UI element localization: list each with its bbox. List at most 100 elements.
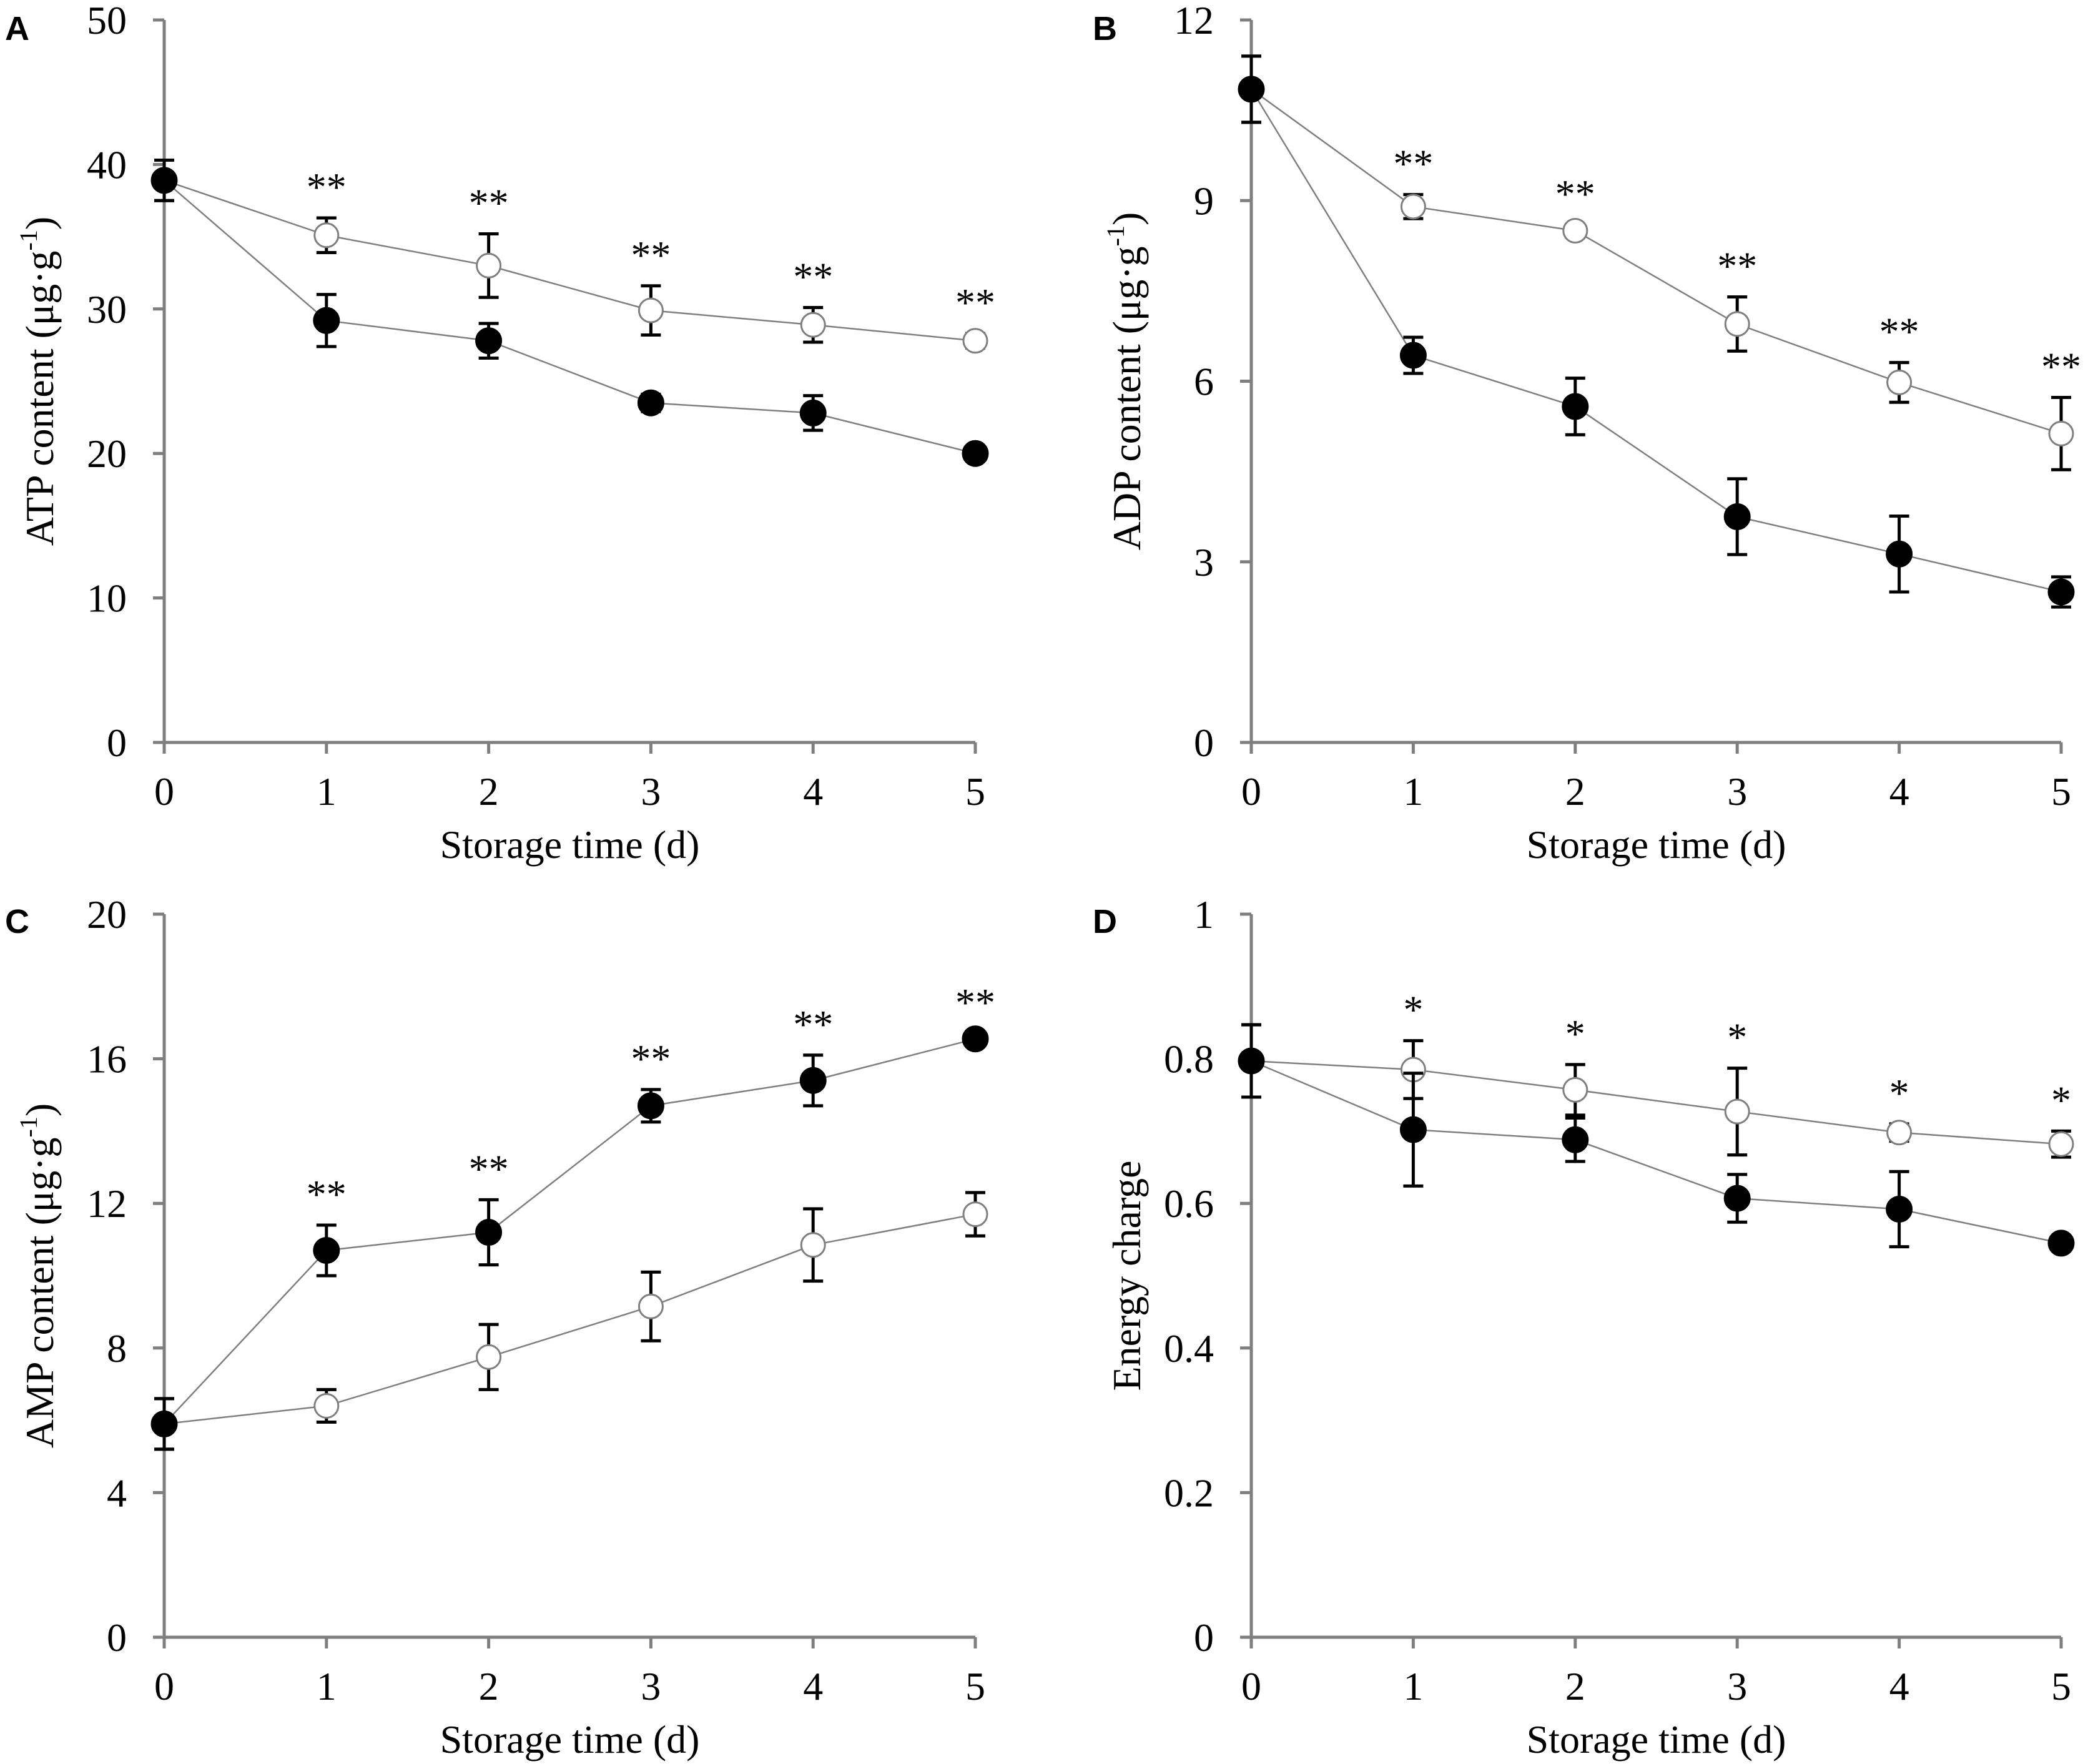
data-point — [1886, 1120, 1913, 1146]
y-tick-label: 30 — [87, 287, 127, 332]
data-point — [476, 1344, 502, 1370]
panel-label: C — [5, 903, 29, 940]
y-axis-title: AMP content (μg·g-1) — [14, 1103, 62, 1448]
panel-label: D — [1093, 903, 1117, 940]
data-point — [799, 399, 827, 426]
data-point — [313, 307, 340, 334]
significance-marker: ** — [793, 1002, 833, 1047]
panel-label: A — [5, 10, 29, 47]
y-axis-title-superscript: -1 — [1101, 225, 1130, 246]
data-point — [1562, 1077, 1588, 1103]
data-point — [1238, 76, 1265, 103]
significance-marker: ** — [955, 280, 995, 325]
significance-marker: * — [1889, 1071, 1909, 1115]
y-axis-title-base: ATP content (μg·g — [17, 250, 62, 546]
x-tick-label: 0 — [1241, 1664, 1261, 1708]
significance-marker: ** — [1879, 310, 1919, 354]
x-tick-label: 3 — [641, 1664, 661, 1708]
x-tick-label: 4 — [803, 1664, 823, 1708]
data-point — [1723, 503, 1751, 530]
y-axis-title-tail: ) — [17, 1103, 62, 1116]
open-circle-series — [1238, 54, 2074, 471]
y-tick-label: 3 — [1194, 540, 1214, 584]
x-tick-label: 2 — [1565, 1664, 1585, 1708]
open-circle-series — [1238, 1023, 2074, 1159]
x-tick-label: 2 — [479, 1664, 499, 1708]
data-point — [637, 1092, 664, 1120]
series-line — [164, 179, 976, 455]
data-point — [1886, 1195, 1913, 1223]
x-tick-label: 5 — [2051, 1664, 2071, 1708]
data-point — [1724, 311, 1750, 337]
data-point — [313, 222, 340, 249]
x-axis-title: Storage time (d) — [440, 822, 700, 867]
x-tick-label: 0 — [154, 1664, 174, 1708]
y-tick-label: 6 — [1194, 360, 1214, 404]
x-axis-title: Storage time (d) — [1527, 1717, 1786, 1762]
data-point — [637, 389, 664, 416]
y-tick-label: 10 — [87, 576, 127, 621]
significance-marker: ** — [307, 1172, 347, 1216]
data-point — [2047, 1229, 2075, 1257]
data-point — [1399, 342, 1427, 369]
x-tick-label: 5 — [965, 769, 985, 814]
y-tick-label: 0.8 — [1164, 1037, 1214, 1082]
chart-panel-d: D 0 0.2 0.4 0.6 0.8 1 0 1 2 3 4 5 Storage time (d) Ene… — [1093, 892, 2075, 1762]
x-tick-label: 4 — [1889, 769, 1909, 814]
x-tick-label: 4 — [1889, 1664, 1909, 1708]
significance-marker: ** — [469, 180, 509, 225]
data-point — [2048, 420, 2074, 446]
x-axis-title: Storage time (d) — [440, 1717, 700, 1762]
y-tick-label: 50 — [87, 0, 127, 42]
significance-marker: ** — [1717, 244, 1757, 288]
y-axis-title-tail: ) — [17, 217, 62, 230]
significance-marker: * — [1727, 1015, 1747, 1060]
x-tick-label: 3 — [1727, 1664, 1747, 1708]
x-tick-label: 2 — [479, 769, 499, 814]
data-point — [2048, 1131, 2074, 1157]
y-axis-title: ATP content (μg·g-1) — [14, 217, 62, 546]
y-tick-label: 0 — [1194, 1615, 1214, 1660]
significance-marker: ** — [793, 254, 833, 298]
x-tick-label: 2 — [1565, 769, 1585, 814]
data-point — [962, 328, 988, 354]
significance-marker: ** — [631, 233, 671, 277]
y-axis-title-tail: ) — [1105, 212, 1149, 225]
filled-circle-series — [150, 158, 989, 467]
data-point — [1562, 1126, 1589, 1153]
x-tick-label: 3 — [1727, 769, 1747, 814]
data-point — [1886, 369, 1913, 395]
y-tick-label: 20 — [87, 892, 127, 937]
data-point — [2047, 578, 2075, 606]
significance-marker: ** — [2041, 345, 2081, 389]
series-line — [1251, 88, 2062, 435]
data-point — [800, 312, 826, 338]
data-point — [1562, 393, 1589, 420]
x-tick-label: 0 — [1241, 769, 1261, 814]
y-tick-label: 16 — [87, 1037, 127, 1082]
x-tick-label: 5 — [2051, 769, 2071, 814]
y-tick-label: 12 — [87, 1181, 127, 1226]
y-tick-label: 0 — [1194, 721, 1214, 765]
data-point — [1724, 1098, 1750, 1125]
x-tick-label: 1 — [317, 1664, 337, 1708]
series-line — [1251, 1060, 2062, 1244]
y-tick-label: 0.4 — [1164, 1326, 1214, 1371]
data-point — [476, 252, 502, 278]
x-axis-title: Storage time (d) — [1527, 822, 1786, 867]
data-point — [1723, 1185, 1751, 1212]
y-tick-label: 0.6 — [1164, 1181, 1214, 1226]
x-tick-label: 1 — [1403, 1664, 1423, 1708]
y-tick-label: 4 — [107, 1471, 127, 1515]
data-point — [638, 1293, 664, 1319]
y-tick-label: 0.2 — [1164, 1471, 1214, 1515]
filled-circle-series — [1238, 54, 2075, 609]
x-tick-label: 1 — [1403, 769, 1423, 814]
data-point — [962, 1201, 988, 1228]
y-tick-label: 0 — [107, 1615, 127, 1660]
x-tick-label: 5 — [965, 1664, 985, 1708]
data-point — [799, 1067, 827, 1094]
series-line — [1251, 1060, 2062, 1145]
